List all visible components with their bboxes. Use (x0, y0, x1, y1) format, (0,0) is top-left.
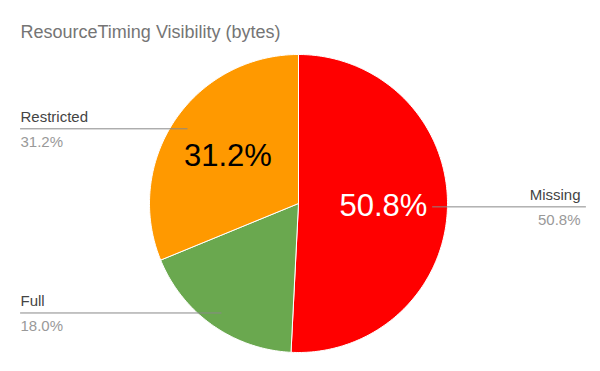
svg-text:Restricted: Restricted (21, 108, 89, 125)
svg-text:ResourceTiming Visibility (byt: ResourceTiming Visibility (bytes) (21, 22, 281, 42)
svg-text:Full: Full (21, 292, 45, 309)
svg-text:Missing: Missing (530, 186, 581, 203)
svg-text:31.2%: 31.2% (21, 133, 64, 150)
svg-text:18.0%: 18.0% (21, 317, 64, 334)
svg-text:31.2%: 31.2% (184, 138, 272, 173)
svg-text:50.8%: 50.8% (538, 211, 581, 228)
svg-text:50.8%: 50.8% (339, 188, 427, 223)
